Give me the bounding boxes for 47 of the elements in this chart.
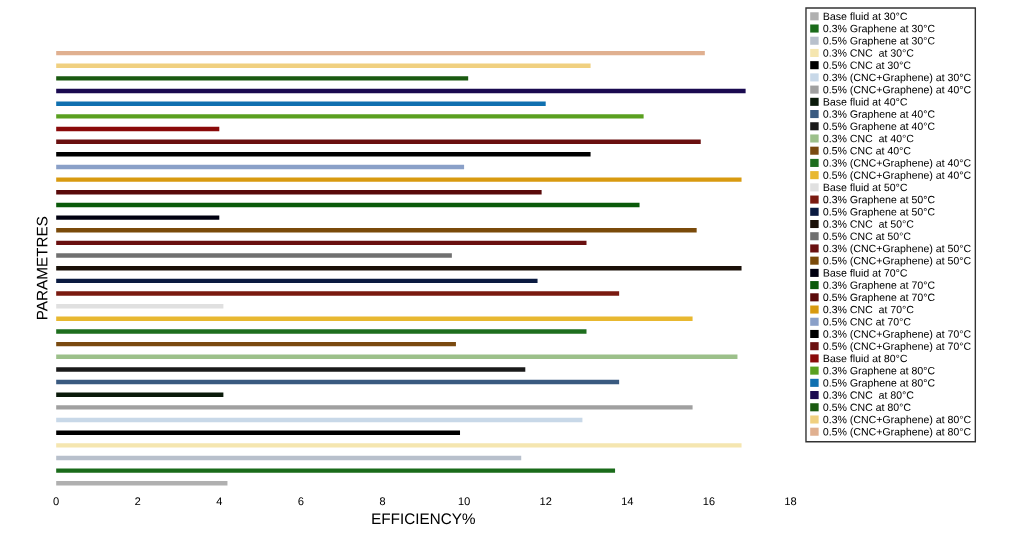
legend-label: 0.5% CNC at 70°C: [823, 318, 911, 326]
legend-label: 0.3% Graphene at 50°C: [823, 195, 935, 206]
y-axis-title: PARAMETRES: [36, 216, 48, 320]
legend-label: 0.5% (CNC+Graphene) at 70°C: [823, 342, 971, 353]
legend-label: 0.5% (CNC+Graphene) at 40°C: [823, 85, 971, 96]
legend-label: 0.5% (CNC+Graphene) at 40°C: [823, 171, 971, 181]
x-tick-label: 14: [621, 497, 634, 506]
x-tick-label: 8: [379, 497, 386, 506]
legend-label: 0.5% Graphene at 40°C: [823, 122, 935, 133]
legend-label: 0.5% CNC at 50°C: [823, 232, 911, 240]
x-tick-label: 18: [785, 497, 797, 506]
legend-label: 0.5% Graphene at 50°C: [823, 207, 935, 218]
legend-label: 0.3% CNC at 40°C: [823, 134, 914, 143]
legend-label: 0.3% Graphene at 30°C: [823, 24, 935, 35]
x-tick-label: 10: [458, 497, 470, 506]
legend-label: Base fluid at 30°C: [823, 12, 908, 21]
legend-label: 0.3% (CNC+Graphene) at 80°C: [823, 415, 971, 426]
legend-label: 0.5% CNC at 40°C: [823, 147, 911, 155]
x-tick-label: 6: [298, 497, 304, 506]
legend-label: 0.5% (CNC+Graphene) at 50°C: [823, 256, 971, 267]
legend-label: 0.3% CNC at 30°C: [823, 49, 914, 57]
legend-label: 0.3% (CNC+Graphene) at 50°C: [823, 244, 971, 255]
x-tick-label: 2: [135, 497, 141, 506]
legend-label: Base fluid at 80°C: [823, 354, 908, 363]
legend-label: Base fluid at 70°C: [823, 268, 908, 277]
legend-label: Base fluid at 40°C: [823, 97, 908, 106]
legend-label: 0.3% (CNC+Graphene) at 70°C: [823, 329, 971, 340]
legend-label: 0.5% Graphene at 70°C: [823, 293, 935, 304]
x-tick-label: 4: [216, 497, 223, 506]
legend-label: 0.3% CNC at 80°C: [823, 391, 914, 399]
legend-label: 0.5% Graphene at 80°C: [823, 378, 935, 389]
legend-label: 0.5% (CNC+Graphene) at 80°C: [823, 427, 971, 438]
x-tick-label: 16: [703, 497, 715, 506]
legend-label: 0.3% CNC at 70°C: [823, 305, 914, 314]
legend-label: 0.3% Graphene at 40°C: [823, 110, 935, 120]
legend-label: 0.3% Graphene at 80°C: [823, 366, 935, 377]
legend-label: Base fluid at 50°C: [823, 183, 908, 192]
legend-label: 0.3% (CNC+Graphene) at 30°C: [823, 73, 971, 84]
legend-label: 0.5% CNC at 80°C: [823, 403, 911, 412]
x-tick-label: 0: [53, 497, 59, 506]
legend-label: 0.3% (CNC+Graphene) at 40°C: [823, 158, 971, 169]
legend-label: 0.5% CNC at 30°C: [823, 61, 911, 69]
legend-label: 0.5% Graphene at 30°C: [823, 36, 935, 47]
legend-label: 0.3% Graphene at 70°C: [823, 281, 935, 291]
legend-label: 0.3% CNC at 50°C: [823, 220, 914, 228]
x-tick-label: 12: [540, 497, 552, 506]
x-axis-title: EFFICIENCY%: [372, 513, 475, 525]
